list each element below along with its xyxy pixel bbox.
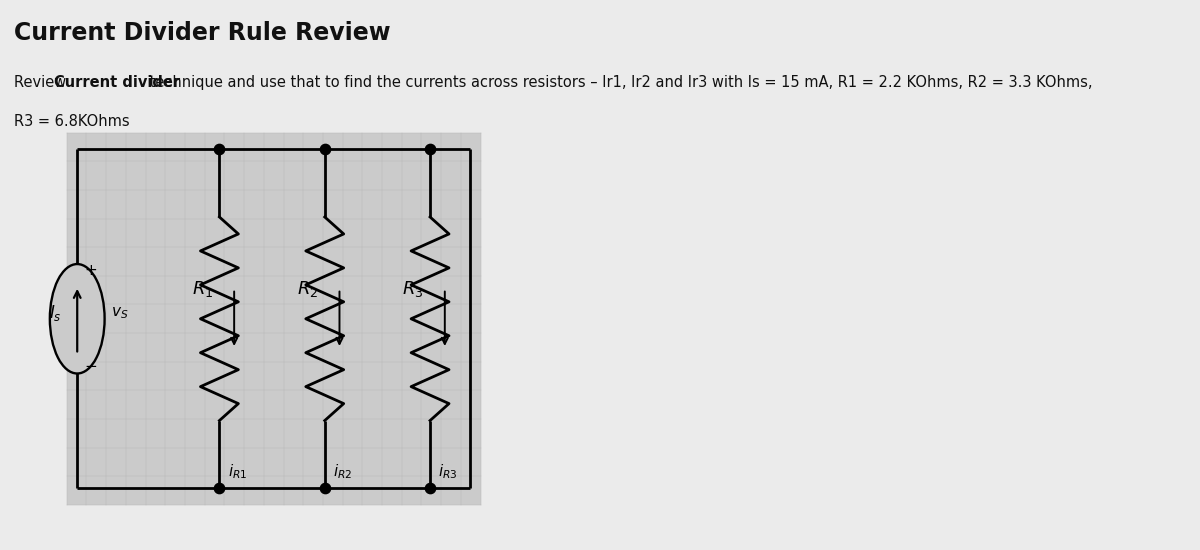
- Text: $i_{R1}$: $i_{R1}$: [228, 462, 247, 481]
- Point: [210, 145, 229, 153]
- Text: $R_1$: $R_1$: [192, 279, 214, 299]
- Bar: [67, 133, 481, 505]
- Text: $i_{R2}$: $i_{R2}$: [334, 462, 353, 481]
- Text: technique and use that to find the currents across resistors – Ir1, Ir2 and Ir3 : technique and use that to find the curre…: [145, 75, 1092, 90]
- Point: [210, 484, 229, 493]
- Point: [420, 145, 439, 153]
- Text: $I_s$: $I_s$: [49, 303, 61, 323]
- Point: [316, 484, 335, 493]
- Text: $R_3$: $R_3$: [402, 279, 424, 299]
- Point: [316, 145, 335, 153]
- Text: Current Divider Rule Review: Current Divider Rule Review: [14, 20, 391, 45]
- Text: $v_S$: $v_S$: [112, 305, 128, 321]
- Point: [420, 484, 439, 493]
- Text: Review: Review: [14, 75, 71, 90]
- Text: −: −: [84, 360, 97, 375]
- Text: $R_2$: $R_2$: [298, 279, 318, 299]
- Text: +: +: [84, 263, 97, 278]
- Text: $i_{R3}$: $i_{R3}$: [438, 462, 458, 481]
- Text: Current divider: Current divider: [54, 75, 180, 90]
- Ellipse shape: [50, 264, 104, 373]
- Text: R3 = 6.8KOhms: R3 = 6.8KOhms: [14, 113, 130, 129]
